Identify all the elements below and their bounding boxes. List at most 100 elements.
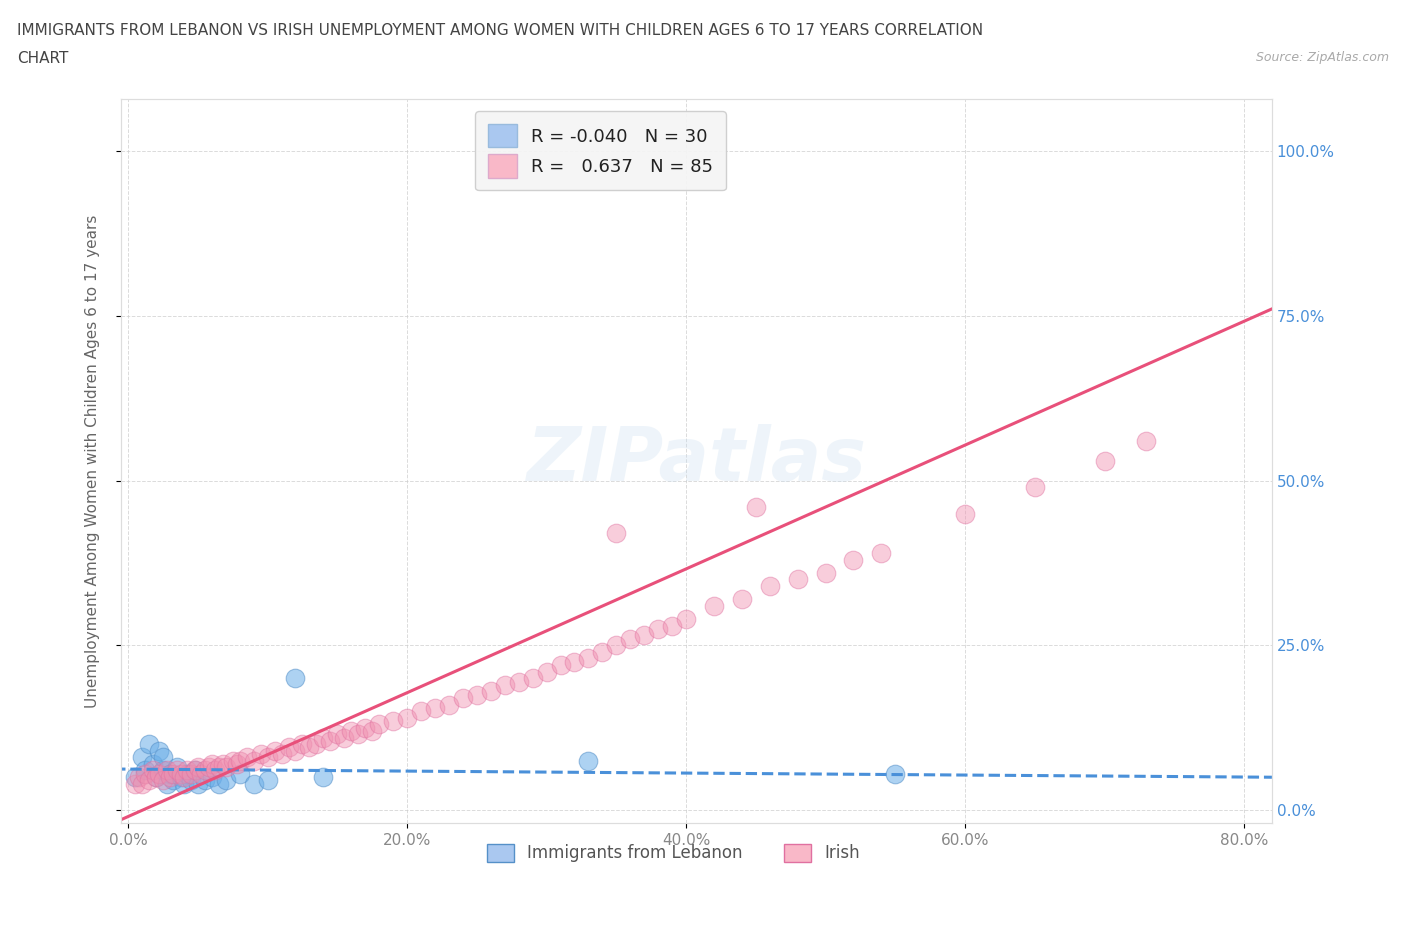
Point bbox=[208, 777, 231, 791]
Text: IMMIGRANTS FROM LEBANON VS IRISH UNEMPLOYMENT AMONG WOMEN WITH CHILDREN AGES 6 T: IMMIGRANTS FROM LEBANON VS IRISH UNEMPLO… bbox=[17, 23, 983, 38]
Point bbox=[647, 621, 669, 636]
Point bbox=[591, 644, 613, 659]
Point bbox=[228, 753, 250, 768]
Point bbox=[166, 760, 188, 775]
Point bbox=[225, 756, 247, 771]
Point bbox=[605, 638, 627, 653]
Point bbox=[786, 572, 808, 587]
Point bbox=[550, 658, 572, 672]
Text: ZIPatlas: ZIPatlas bbox=[526, 424, 866, 498]
Point bbox=[382, 713, 405, 728]
Point bbox=[134, 766, 156, 781]
Point bbox=[522, 671, 544, 685]
Point bbox=[173, 777, 195, 791]
Y-axis label: Unemployment Among Women with Children Ages 6 to 17 years: Unemployment Among Women with Children A… bbox=[86, 214, 100, 708]
Point bbox=[884, 766, 907, 781]
Point bbox=[326, 726, 349, 741]
Point bbox=[162, 773, 184, 788]
Point bbox=[263, 743, 285, 758]
Point bbox=[152, 750, 174, 764]
Point bbox=[215, 773, 238, 788]
Point bbox=[675, 612, 697, 627]
Point bbox=[148, 766, 170, 781]
Point bbox=[187, 777, 209, 791]
Point bbox=[605, 526, 627, 541]
Point bbox=[277, 740, 299, 755]
Point bbox=[494, 677, 516, 692]
Point bbox=[156, 777, 179, 791]
Point bbox=[312, 770, 335, 785]
Point bbox=[284, 671, 307, 685]
Point bbox=[170, 766, 193, 781]
Point bbox=[201, 770, 224, 785]
Point bbox=[145, 770, 167, 785]
Point bbox=[159, 766, 181, 781]
Point bbox=[173, 770, 195, 785]
Legend: Immigrants from Lebanon, Irish: Immigrants from Lebanon, Irish bbox=[481, 837, 866, 870]
Point bbox=[134, 763, 156, 777]
Point bbox=[228, 766, 250, 781]
Point bbox=[256, 773, 278, 788]
Point bbox=[256, 750, 278, 764]
Point bbox=[953, 506, 976, 521]
Point bbox=[731, 591, 754, 606]
Point bbox=[284, 743, 307, 758]
Point bbox=[703, 598, 725, 613]
Point bbox=[270, 747, 292, 762]
Point bbox=[159, 770, 181, 785]
Point bbox=[291, 737, 314, 751]
Point bbox=[758, 578, 780, 593]
Point bbox=[451, 691, 474, 706]
Point bbox=[176, 763, 198, 777]
Point bbox=[633, 628, 655, 643]
Point bbox=[842, 552, 865, 567]
Point bbox=[312, 730, 335, 745]
Point bbox=[145, 770, 167, 785]
Text: CHART: CHART bbox=[17, 51, 69, 66]
Point bbox=[1135, 433, 1157, 448]
Point bbox=[180, 766, 202, 781]
Point bbox=[437, 698, 460, 712]
Point bbox=[333, 730, 356, 745]
Point bbox=[340, 724, 363, 738]
Point bbox=[194, 763, 217, 777]
Point bbox=[180, 773, 202, 788]
Point bbox=[170, 770, 193, 785]
Point bbox=[661, 618, 683, 633]
Point bbox=[619, 631, 641, 646]
Text: Source: ZipAtlas.com: Source: ZipAtlas.com bbox=[1256, 51, 1389, 64]
Point bbox=[138, 773, 160, 788]
Point bbox=[215, 760, 238, 775]
Point bbox=[166, 763, 188, 777]
Point bbox=[354, 720, 377, 735]
Point bbox=[198, 760, 221, 775]
Point bbox=[148, 743, 170, 758]
Point bbox=[564, 655, 586, 670]
Point bbox=[131, 777, 153, 791]
Point bbox=[249, 747, 271, 762]
Point bbox=[242, 753, 264, 768]
Point bbox=[212, 756, 235, 771]
Point bbox=[368, 717, 391, 732]
Point bbox=[870, 546, 893, 561]
Point bbox=[152, 763, 174, 777]
Point bbox=[142, 763, 165, 777]
Point bbox=[319, 734, 342, 749]
Point bbox=[162, 766, 184, 781]
Point bbox=[465, 687, 488, 702]
Point bbox=[128, 770, 150, 785]
Point bbox=[361, 724, 384, 738]
Point bbox=[176, 766, 198, 781]
Point bbox=[184, 763, 207, 777]
Point bbox=[1094, 454, 1116, 469]
Point bbox=[208, 760, 231, 775]
Point bbox=[131, 750, 153, 764]
Point bbox=[184, 763, 207, 777]
Point bbox=[194, 773, 217, 788]
Point bbox=[201, 756, 224, 771]
Point bbox=[536, 664, 558, 679]
Point bbox=[222, 753, 245, 768]
Point bbox=[578, 753, 600, 768]
Point bbox=[204, 763, 226, 777]
Point bbox=[423, 700, 446, 715]
